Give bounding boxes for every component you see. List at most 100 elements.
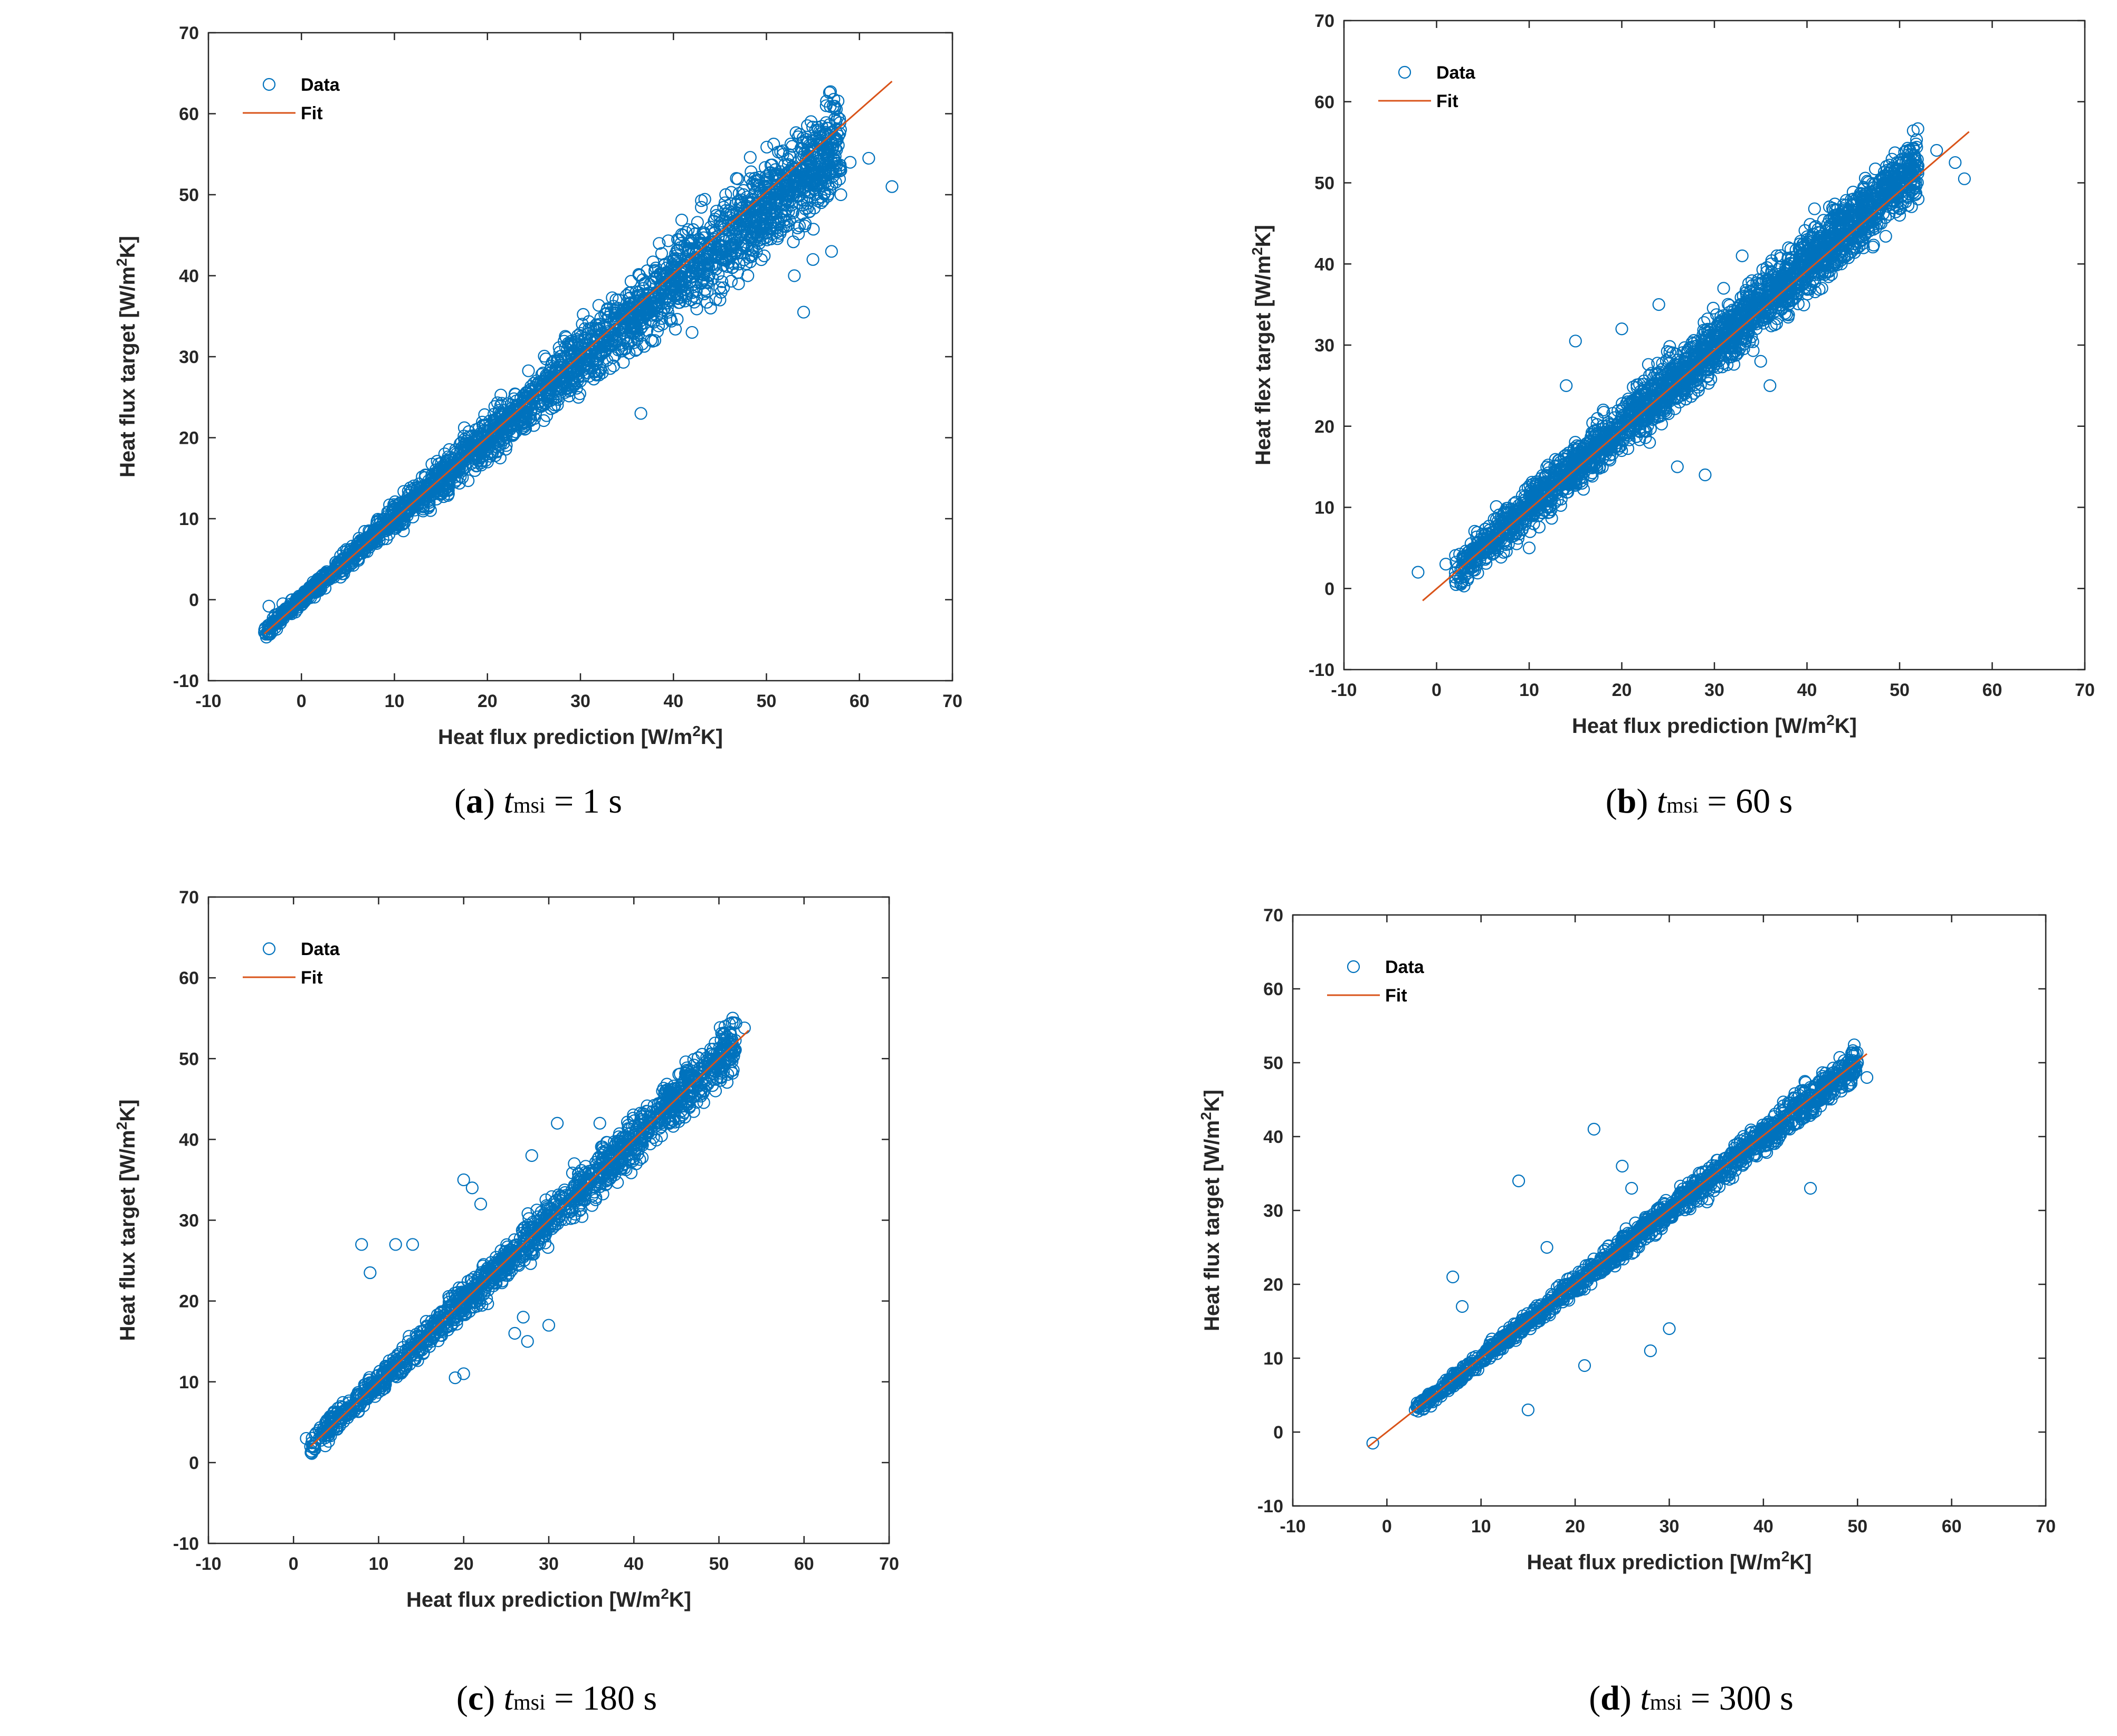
data-point bbox=[1719, 348, 1732, 361]
data-point bbox=[450, 447, 463, 461]
data-point bbox=[457, 421, 471, 434]
data-point bbox=[444, 460, 457, 473]
data-point bbox=[1494, 550, 1508, 564]
data-point bbox=[587, 373, 600, 386]
data-point bbox=[769, 207, 782, 221]
x-tick-label: 40 bbox=[663, 691, 683, 711]
data-point bbox=[743, 151, 757, 164]
data-point bbox=[555, 354, 568, 367]
data-point bbox=[685, 326, 699, 339]
data-point bbox=[789, 169, 803, 183]
data-point bbox=[675, 228, 688, 241]
data-point bbox=[1449, 549, 1462, 562]
data-point bbox=[796, 142, 809, 156]
data-point bbox=[823, 86, 836, 99]
data-point bbox=[519, 409, 532, 423]
data-point bbox=[831, 111, 844, 124]
data-point bbox=[479, 419, 492, 432]
data-point bbox=[611, 301, 624, 315]
data-point bbox=[724, 274, 738, 288]
data-point bbox=[760, 221, 773, 234]
data-point bbox=[666, 258, 679, 271]
data-point bbox=[760, 140, 774, 154]
data-point bbox=[731, 172, 745, 186]
panel-caption: (a) tmsi = 1 s bbox=[454, 782, 622, 821]
data-point bbox=[821, 143, 834, 156]
data-point bbox=[730, 228, 743, 241]
data-point bbox=[341, 544, 354, 557]
data-point bbox=[1637, 374, 1651, 388]
data-point bbox=[537, 414, 550, 427]
data-point bbox=[754, 204, 767, 217]
data-point bbox=[798, 202, 812, 216]
data-point bbox=[690, 284, 703, 298]
data-point bbox=[749, 204, 762, 217]
data-point bbox=[816, 172, 829, 185]
data-point bbox=[683, 275, 697, 289]
data-point bbox=[494, 388, 508, 402]
data-point bbox=[758, 249, 771, 262]
data-point bbox=[350, 537, 364, 551]
data-point bbox=[729, 198, 742, 211]
data-point bbox=[698, 227, 711, 241]
data-point bbox=[828, 112, 842, 126]
data-point bbox=[1642, 358, 1655, 371]
data-point bbox=[722, 208, 736, 222]
data-point bbox=[718, 222, 731, 235]
data-point bbox=[606, 291, 619, 304]
data-point bbox=[732, 277, 745, 290]
x-tick-label: 0 bbox=[1432, 680, 1442, 700]
data-point bbox=[459, 460, 472, 474]
data-point bbox=[594, 311, 607, 325]
data-point bbox=[778, 180, 792, 193]
legend-data-marker bbox=[262, 78, 276, 91]
data-point bbox=[499, 411, 513, 424]
data-point bbox=[692, 257, 705, 271]
data-point bbox=[489, 440, 502, 453]
y-tick-label: 0 bbox=[1324, 579, 1334, 599]
data-point bbox=[1461, 573, 1474, 587]
data-point bbox=[808, 202, 821, 215]
data-point bbox=[694, 201, 708, 214]
y-tick-label: -10 bbox=[1309, 660, 1334, 680]
data-point bbox=[604, 306, 617, 319]
data-point bbox=[732, 195, 745, 208]
legend-fit-label: Fit bbox=[301, 103, 323, 123]
data-point bbox=[812, 123, 825, 137]
data-point bbox=[621, 318, 634, 331]
data-point bbox=[593, 318, 606, 331]
data-point bbox=[713, 281, 727, 294]
data-point bbox=[470, 460, 483, 473]
data-point bbox=[700, 275, 713, 289]
data-point bbox=[784, 137, 798, 150]
y-axis-label: Heat flex target [W/m2K] bbox=[1249, 225, 1275, 465]
data-point bbox=[1770, 317, 1783, 330]
data-point bbox=[570, 360, 583, 374]
data-point bbox=[721, 216, 735, 229]
data-point bbox=[731, 234, 745, 247]
data-point bbox=[566, 373, 579, 386]
y-tick-label: 70 bbox=[1314, 11, 1334, 31]
x-tick-label: 40 bbox=[1797, 680, 1817, 700]
data-point bbox=[685, 237, 699, 250]
chart-panel-1: -10 0 10 20 30 40 50 60 70-10010203040506070Heat… bbox=[113, 23, 962, 749]
data-point bbox=[581, 341, 595, 355]
data-point bbox=[775, 205, 788, 218]
data-point bbox=[462, 449, 475, 462]
data-point bbox=[704, 301, 717, 315]
data-point bbox=[745, 165, 758, 178]
data-point bbox=[819, 99, 833, 112]
data-point bbox=[630, 285, 643, 299]
y-tick-label: 20 bbox=[1314, 417, 1334, 437]
data-point bbox=[1808, 202, 1821, 215]
data-point bbox=[783, 187, 796, 201]
data-point bbox=[629, 344, 642, 357]
data-point bbox=[422, 486, 435, 499]
data-point bbox=[389, 522, 403, 535]
data-point bbox=[752, 220, 766, 233]
data-point bbox=[690, 245, 703, 258]
data-point bbox=[512, 405, 525, 418]
data-point bbox=[690, 302, 703, 316]
data-point bbox=[830, 127, 844, 140]
